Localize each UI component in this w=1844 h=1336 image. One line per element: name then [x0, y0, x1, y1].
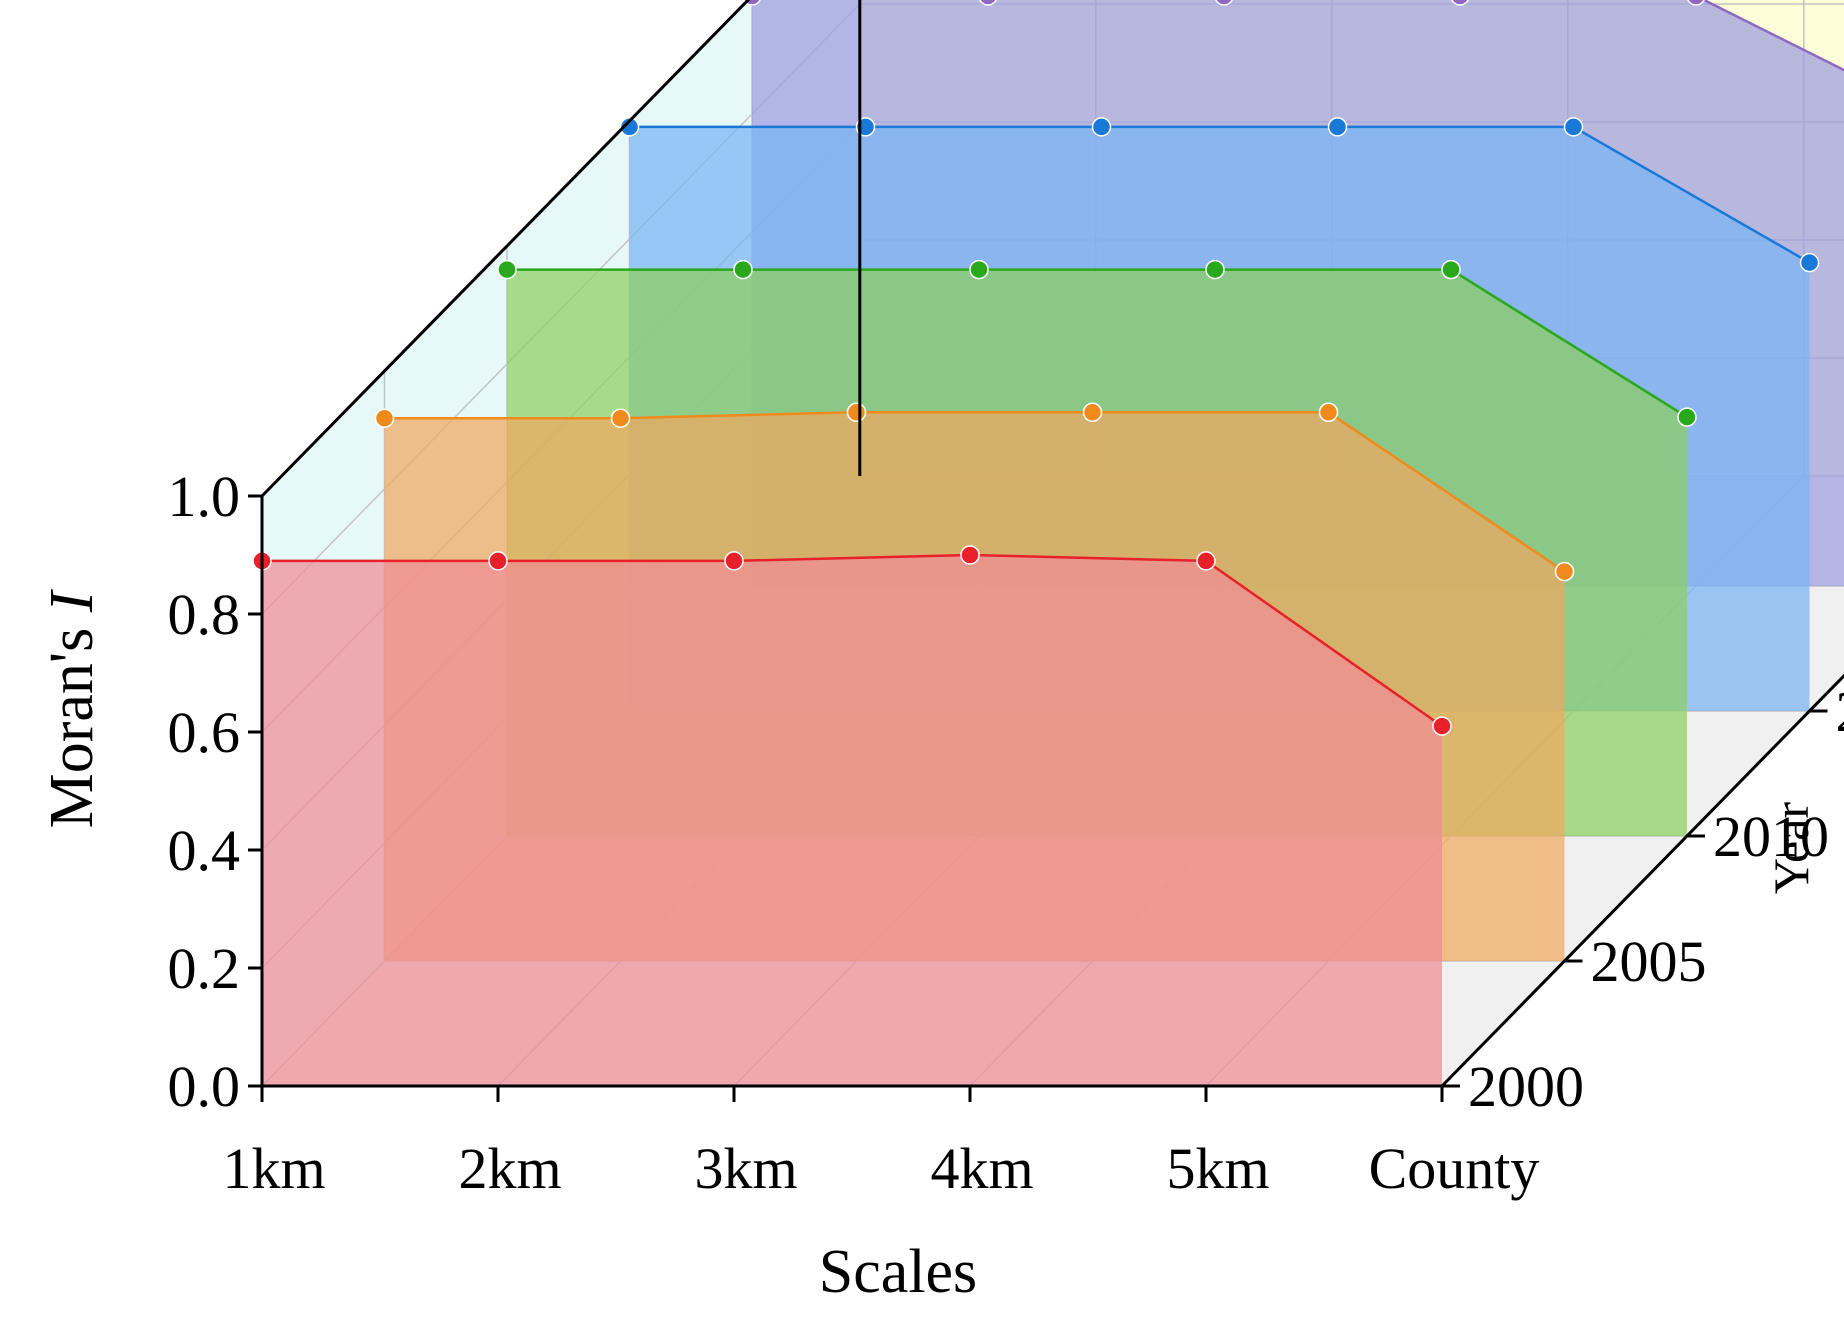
x-tick-label: 5km — [1166, 1136, 1269, 1201]
data-point-2005-5km — [1318, 402, 1339, 423]
data-point-2000-2km — [488, 551, 508, 571]
z-tick-label: 2005 — [1591, 929, 1707, 994]
y-tick-label: 1.0 — [168, 464, 241, 529]
data-point-2000-5km — [1196, 551, 1216, 571]
y-tick-label: 0.0 — [168, 1054, 241, 1119]
series-line-2020 — [1701, 0, 1844, 72]
data-point-2015-County — [1799, 252, 1820, 273]
data-point-2010-4km — [1205, 259, 1225, 280]
data-point-2000-4km — [960, 545, 980, 565]
chart-series — [252, 0, 1844, 1086]
z-axis-line — [1440, 673, 1844, 1088]
y-axis-title: Moran's I — [38, 588, 106, 828]
data-point-2015-3km — [1091, 117, 1112, 137]
data-point-2005-2km — [610, 408, 631, 428]
data-point-2020-4km — [1451, 0, 1469, 6]
series-line-2015 — [629, 125, 1811, 264]
data-point-2010-5km — [1441, 259, 1461, 280]
data-point-2020-5km — [1687, 0, 1705, 6]
series-line-2005 — [384, 411, 1566, 573]
data-point-2020-3km — [1215, 0, 1233, 6]
data-point-2010-1km — [497, 259, 517, 280]
x-tick-label: 1km — [222, 1136, 325, 1201]
data-point-2015-1km — [619, 117, 640, 137]
data-point-2015-5km — [1563, 117, 1584, 137]
y-tick-label: 0.6 — [168, 700, 241, 765]
chart-frame — [260, 0, 1844, 1088]
x-tick-label: 3km — [694, 1136, 797, 1201]
frame-top-side-edge — [260, 0, 751, 498]
data-point-2005-3km — [846, 402, 867, 423]
series-line-2000 — [262, 553, 1443, 728]
x-tick-label: 4km — [930, 1136, 1033, 1201]
y-tick-label: 0.4 — [168, 818, 241, 883]
series-2000 — [252, 545, 1452, 1086]
chart-ticks: 0.0 0.2 0.4 0.6 0.8 1.0 1km 2km 3km 4km 5km County 2… — [168, 464, 1844, 1201]
data-point-2020-2km — [979, 0, 997, 6]
x-tick-label: 2km — [458, 1136, 561, 1201]
data-point-2005-4km — [1082, 402, 1103, 423]
x-axis-title: Scales — [819, 1238, 977, 1306]
x-tick-label: County — [1369, 1136, 1540, 1201]
z-tick-label: 2015 — [1836, 679, 1844, 744]
z-tick-label: 2000 — [1468, 1054, 1584, 1119]
z-tick-label: 2010 — [1713, 804, 1829, 869]
series-area-2000 — [262, 555, 1442, 1086]
y-tick-label: 0.8 — [168, 582, 241, 647]
data-point-2000-3km — [724, 551, 744, 571]
z-axis-title: Year — [1763, 802, 1819, 894]
y-axis-title-italic: I — [38, 588, 106, 613]
data-point-2015-4km — [1327, 117, 1348, 137]
data-point-2000-County — [1432, 716, 1452, 736]
data-point-2005-County — [1554, 561, 1575, 582]
series-line-2010 — [507, 268, 1688, 419]
data-point-2010-County — [1677, 407, 1697, 427]
data-point-2005-1km — [374, 408, 395, 428]
y-tick-label: 0.2 — [168, 936, 241, 1001]
y-axis-title-main: Moran's — [38, 612, 106, 828]
data-point-2010-2km — [733, 259, 753, 280]
data-point-2010-3km — [969, 259, 989, 280]
